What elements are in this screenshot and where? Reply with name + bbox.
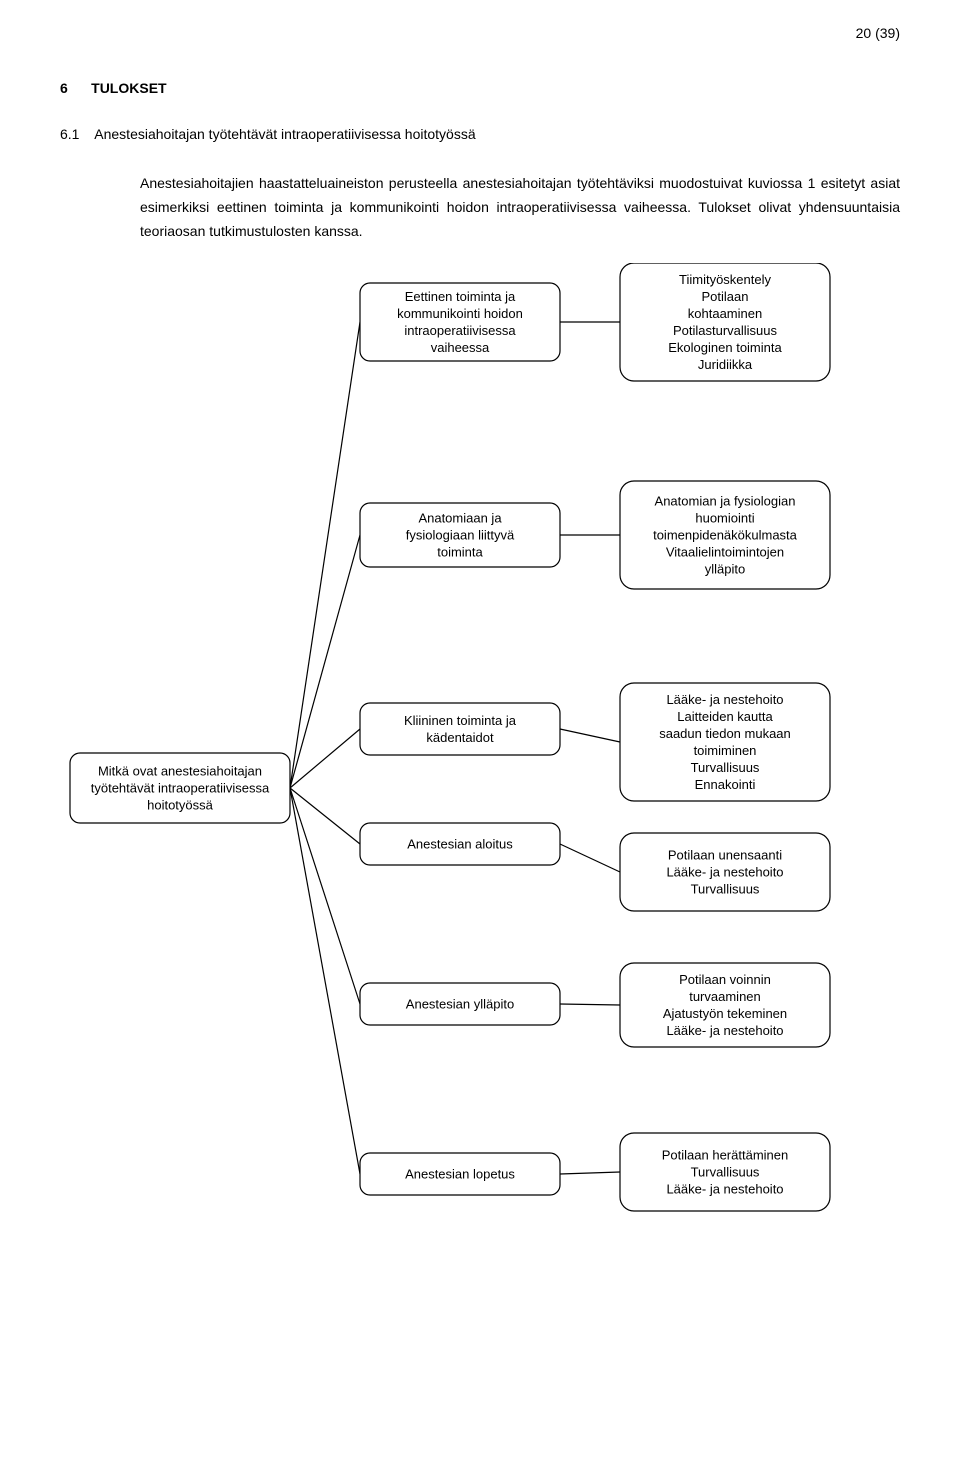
section-heading: 6 TULOKSET [60,80,900,96]
tree-diagram: Mitkä ovat anestesiahoitajantyötehtävät … [60,263,900,1263]
subsection-title-text: Anestesiahoitajan työtehtävät intraopera… [94,126,475,142]
mid-node-label: Anestesian lopetus [405,1167,515,1182]
page-number: 20 (39) [856,25,900,41]
diagram-edge [560,1004,620,1005]
diagram-edge [290,322,360,788]
mid-node-label: Anestesian ylläpito [406,997,514,1012]
diagram-edge [560,729,620,742]
mid-node-label: Anestesian aloitus [407,837,513,852]
diagram-edge [290,788,360,844]
diagram-edge [560,844,620,872]
diagram-edge [560,1172,620,1174]
subsection-heading: 6.1 Anestesiahoitajan työtehtävät intrao… [60,126,900,142]
paragraph-text: Anestesiahoitajien haastatteluaineiston … [140,172,900,243]
diagram-edge [290,729,360,788]
section-number: 6 [60,80,68,96]
diagram-edge [290,788,360,1174]
diagram-edge [290,788,360,1004]
page: 20 (39) 6 TULOKSET 6.1 Anestesiahoitajan… [0,0,960,1480]
subsection-number: 6.1 [60,126,79,142]
section-title-text: TULOKSET [91,80,166,96]
diagram-edge [290,535,360,788]
